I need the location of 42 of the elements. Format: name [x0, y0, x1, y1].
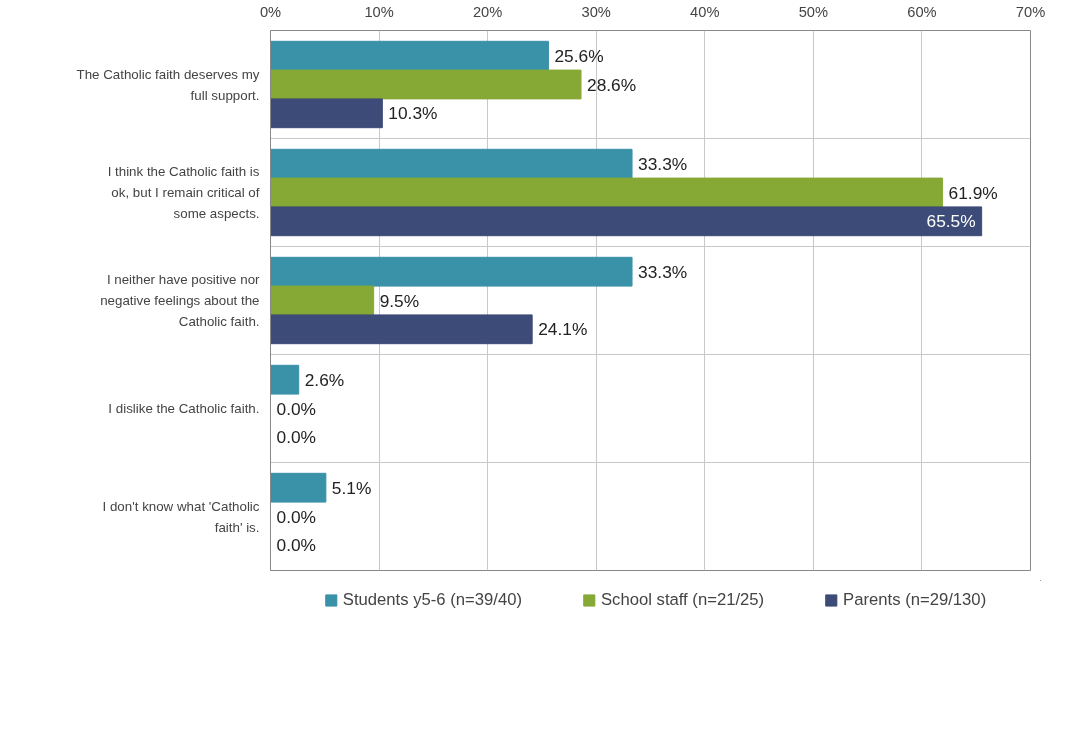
- bar: [270, 472, 327, 503]
- x-tick-label: 40%: [690, 3, 720, 20]
- x-tick-label: 10%: [364, 3, 394, 20]
- data-label: 25.6%: [554, 45, 604, 66]
- data-label: 33.3%: [638, 153, 688, 174]
- bar: [270, 314, 533, 345]
- y-tick-label: I dislike the Catholic faith.: [108, 401, 260, 416]
- data-label: 0.0%: [276, 427, 316, 448]
- x-tick-label: 50%: [798, 3, 829, 20]
- data-label: 61.9%: [948, 182, 998, 203]
- data-label: 2.6%: [304, 369, 345, 390]
- x-tick-label: 30%: [581, 3, 611, 20]
- data-label: 0.0%: [276, 506, 316, 527]
- bar: [270, 148, 633, 179]
- data-label: 33.3%: [638, 261, 688, 282]
- y-tick-label: The Catholic faith deserves my full support.: [76, 66, 260, 103]
- bar: [270, 69, 582, 100]
- bar: [270, 256, 633, 287]
- x-tick-label: 20%: [472, 3, 503, 20]
- x-tick-label: 60%: [907, 3, 937, 20]
- legend-label: School staff (n=21/25): [600, 590, 765, 610]
- y-tick-label: I don't know what 'Catholic faith' is.: [102, 498, 260, 535]
- data-label: 5.1%: [331, 477, 372, 498]
- legend-label: Parents (n=29/130): [843, 590, 987, 610]
- data-label: 24.1%: [538, 319, 588, 340]
- data-label: 9.5%: [379, 290, 420, 311]
- bar: [270, 285, 375, 316]
- bar: [270, 206, 983, 237]
- bar: [270, 364, 300, 395]
- y-tick-label: I think the Catholic faith is ok, but I remain critical of some aspects.: [107, 164, 260, 221]
- bar: [270, 98, 383, 129]
- y-tick-label: I neither have positive nor negative feelings about the Catholic faith.: [100, 272, 261, 329]
- data-label: 28.6%: [587, 74, 637, 95]
- data-label: 0.0%: [276, 535, 316, 556]
- data-label: 0.0%: [276, 398, 316, 419]
- data-label: 10.3%: [388, 103, 438, 124]
- data-label: 65.5%: [926, 211, 976, 232]
- bar: [270, 40, 549, 71]
- bar: [270, 177, 944, 208]
- x-tick-label: 0%: [259, 3, 282, 20]
- x-tick-label: 70%: [1015, 3, 1046, 20]
- legend-label: Students y5-6 (n=39/40): [342, 590, 522, 610]
